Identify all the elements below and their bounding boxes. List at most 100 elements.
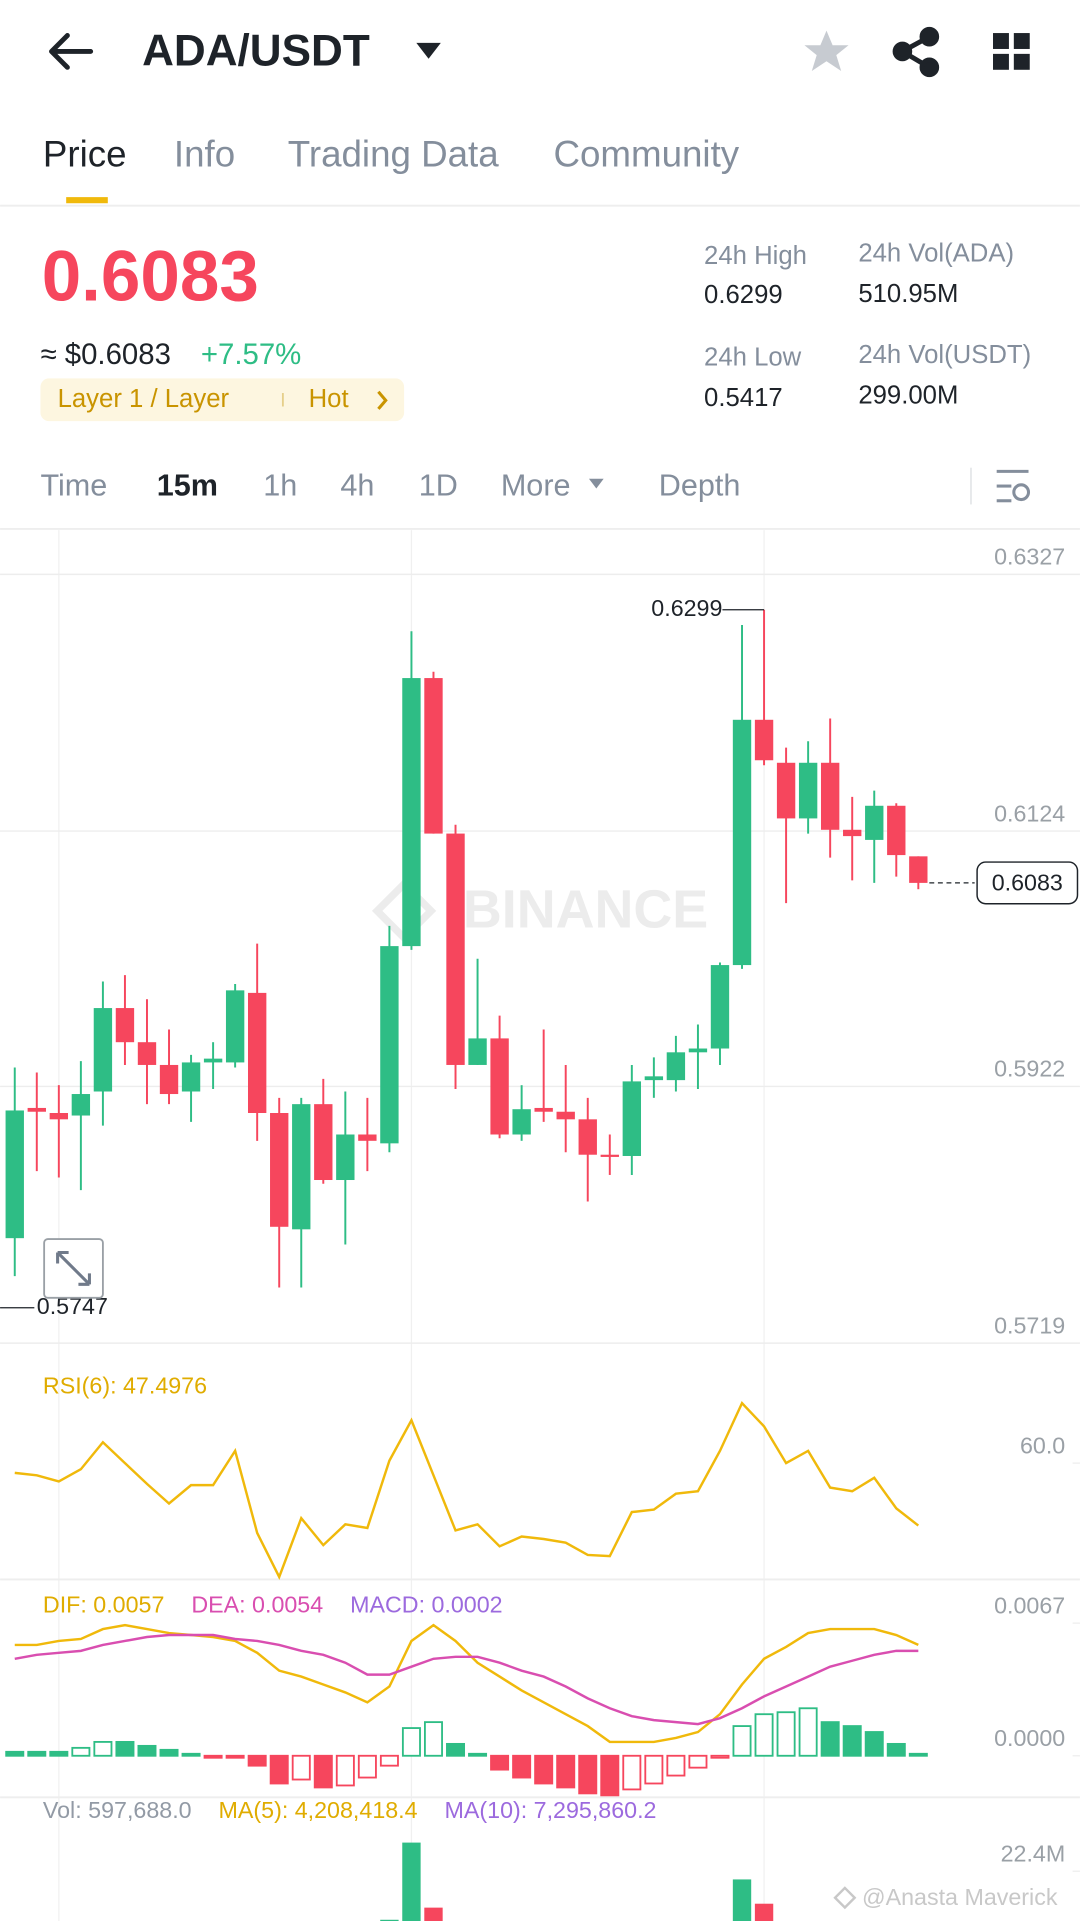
indicator-readout: DIF: 0.0057 [43, 1591, 164, 1617]
candle-body [865, 805, 884, 840]
interval[interactable]: More [501, 468, 571, 502]
candle-body [887, 805, 906, 856]
interval[interactable]: Time [40, 468, 107, 502]
y-tick-label: 22.4M [1001, 1840, 1066, 1866]
stat-value: 0.5417 [704, 384, 783, 412]
macd-bar [688, 1754, 708, 1769]
more-dropdown[interactable] [588, 478, 604, 489]
tag-hot[interactable]: Hot [309, 385, 349, 413]
candle-body [512, 1109, 531, 1135]
macd-bar [776, 1711, 796, 1757]
volume-bar [754, 1903, 774, 1921]
y-tick-label: 0.6124 [994, 800, 1065, 826]
candle-body [292, 1104, 311, 1230]
share-icon[interactable] [892, 26, 940, 78]
pair-dropdown[interactable] [416, 42, 441, 59]
stat-label: 24h Vol(USDT) [858, 341, 1031, 369]
indicator-readout: MA(10): 7,295,860.2 [445, 1797, 657, 1823]
usd-price: ≈ $0.6083 [40, 338, 170, 371]
macd-bar [644, 1754, 664, 1785]
pair-title[interactable]: ADA/USDT [142, 27, 370, 76]
macd-bar [71, 1746, 91, 1757]
interval[interactable]: 1D [419, 468, 458, 502]
candle-body [203, 1058, 223, 1063]
candle-body [820, 762, 840, 830]
macd-bar [578, 1754, 598, 1795]
stat-label: 24h High [704, 242, 807, 270]
macd-bar [423, 1721, 443, 1757]
watermark-text: BINANCE [463, 880, 708, 940]
macd-bar [864, 1731, 884, 1757]
y-tick-label: 60.0 [1020, 1432, 1065, 1458]
candle-body [909, 856, 928, 883]
macd-bar [666, 1754, 686, 1777]
macd-bar [225, 1754, 245, 1759]
candle-body [93, 1008, 113, 1092]
chart-settings-icon[interactable] [996, 469, 1031, 503]
grid-menu-icon[interactable] [993, 33, 1030, 70]
macd-bar [512, 1754, 532, 1779]
macd-bar [115, 1740, 135, 1757]
watermark: BINANCE [371, 878, 708, 944]
favorite-icon[interactable] [804, 30, 849, 72]
macd-bar [137, 1744, 157, 1757]
tab[interactable]: Trading Data [288, 133, 499, 174]
candle-body [644, 1076, 664, 1081]
candle-body [622, 1081, 642, 1156]
interval[interactable]: 15m [157, 468, 218, 502]
macd-bar [534, 1754, 554, 1785]
candle-body [688, 1048, 708, 1053]
interval[interactable]: Depth [659, 468, 741, 502]
macd-bar [732, 1725, 752, 1757]
macd-bar [820, 1721, 840, 1757]
back-button[interactable] [49, 33, 94, 70]
expand-button[interactable] [43, 1238, 104, 1299]
macd-bar [379, 1754, 399, 1767]
macd-bar [203, 1754, 223, 1759]
stat-value: 299.00M [858, 381, 958, 409]
candle-body [710, 965, 730, 1049]
candle-body [71, 1094, 91, 1116]
candle-body [225, 990, 245, 1063]
interval[interactable]: 4h [340, 468, 374, 502]
dif-line [14, 1623, 919, 1744]
candle-body [776, 762, 796, 819]
tag-pill[interactable] [40, 378, 405, 422]
candle-body [49, 1112, 69, 1120]
macd-bar [335, 1754, 355, 1787]
macd-bar [446, 1742, 466, 1757]
y-tick-label: 0.5922 [994, 1056, 1065, 1082]
candle-body [115, 1008, 135, 1043]
tab[interactable]: Community [553, 133, 739, 174]
macd-bar [886, 1742, 906, 1757]
candle-body [468, 1038, 487, 1065]
macd-bar [159, 1748, 179, 1757]
candle-body [247, 992, 267, 1113]
macd-bar [269, 1754, 289, 1785]
candle-body [159, 1064, 179, 1095]
dea-line [14, 1633, 919, 1726]
candle-body [270, 1112, 289, 1227]
last-price: 0.6083 [42, 237, 259, 316]
stat-value: 0.6299 [704, 281, 783, 309]
macd-bar [357, 1754, 377, 1779]
price-change: +7.57% [201, 338, 301, 371]
last-price-label: 0.6083 [992, 869, 1063, 895]
candle-body [380, 946, 399, 1144]
indicator-readout: MA(5): 4,208,418.4 [219, 1797, 418, 1823]
last-price-pill [976, 861, 1079, 905]
candle-body [314, 1104, 333, 1181]
candle-body [666, 1052, 686, 1081]
volume-bar [732, 1879, 752, 1921]
tab[interactable]: Info [174, 133, 235, 174]
macd-bar [27, 1750, 47, 1757]
volume-bar [402, 1842, 421, 1921]
macd-bar [93, 1740, 113, 1757]
volume-bar [424, 1907, 443, 1921]
tab[interactable]: Price [43, 133, 127, 174]
interval[interactable]: 1h [263, 468, 297, 502]
macd-bar [710, 1754, 730, 1759]
tag-label[interactable]: Layer 1 / Layer [58, 385, 230, 413]
macd-bar [490, 1754, 510, 1771]
stat-label: 24h Low [704, 344, 802, 372]
